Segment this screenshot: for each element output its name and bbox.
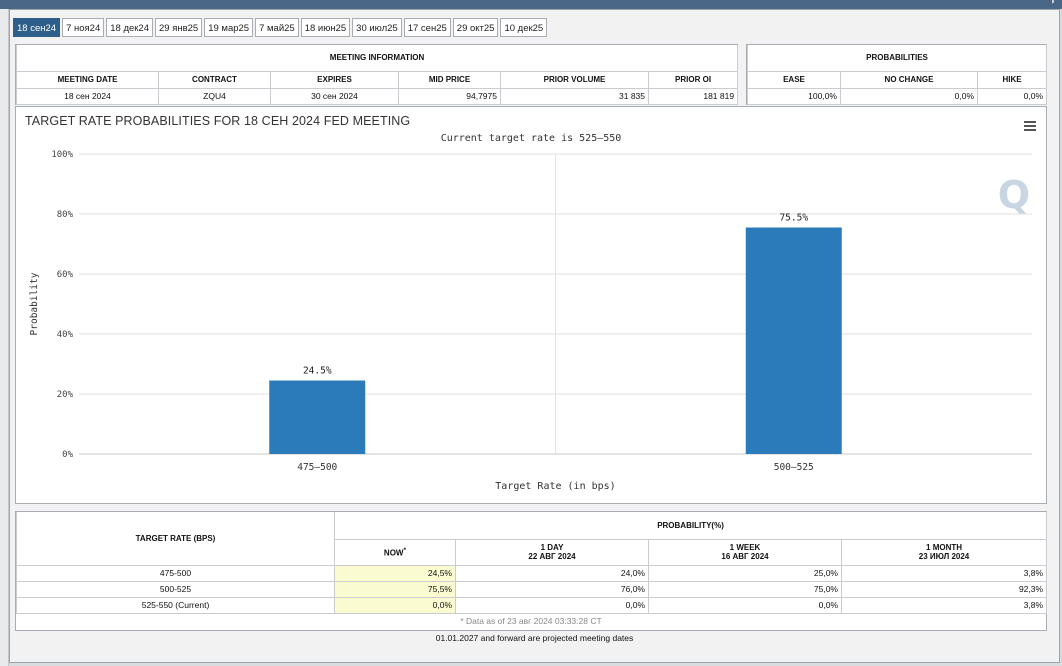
chart-subtitle: Current target rate is 525–550 bbox=[440, 133, 622, 144]
projected-dates-note: 01.01.2027 and forward are projected mee… bbox=[435, 633, 634, 643]
meeting-info-title: MEETING INFORMATION bbox=[15, 45, 739, 72]
week-cell: 75,0% bbox=[648, 580, 842, 598]
probability-header: PROBABILITY(%) bbox=[333, 512, 1048, 540]
prob-table-box: TARGET RATE (BPS) PROBABILITY(%) NOW* 1 … bbox=[15, 511, 1048, 631]
ease-value: 100,0% bbox=[747, 87, 841, 105]
probabilities-box: PROBABILITIES EASE NO CHANGE HIKE 100,0%… bbox=[746, 44, 1048, 105]
bar-data-label: 75.5% bbox=[779, 213, 808, 224]
y-tick-label: 40% bbox=[57, 330, 74, 340]
day-cell: 0,0% bbox=[455, 596, 649, 614]
bar bbox=[745, 227, 842, 454]
tab-meeting[interactable]: 10 дек25 bbox=[500, 18, 548, 37]
y-tick-label: 80% bbox=[57, 210, 74, 220]
day-cell: 76,0% bbox=[455, 580, 649, 598]
one-day-header: 1 DAY 22 АВГ 2024 bbox=[455, 538, 649, 566]
tab-meeting[interactable]: 18 июн25 bbox=[300, 18, 351, 37]
now-cell: 24,5% bbox=[334, 564, 456, 582]
col-header: CONTRACT bbox=[158, 70, 271, 89]
tab-meeting[interactable]: 7 ноя24 bbox=[62, 18, 105, 37]
one-week-header: 1 WEEK 16 АВГ 2024 bbox=[648, 538, 842, 566]
corner-icon: ◗ bbox=[1049, 0, 1056, 7]
left-strip bbox=[0, 9, 9, 666]
y-tick-label: 0% bbox=[62, 450, 73, 460]
prior-oi: 181 819 bbox=[647, 87, 739, 105]
x-tick-label: 475–500 bbox=[297, 462, 337, 473]
x-axis-title: Target Rate (in bps) bbox=[495, 481, 615, 492]
col-header: NO CHANGE bbox=[840, 70, 978, 89]
tab-meeting[interactable]: 17 сен25 bbox=[403, 18, 451, 37]
tab-meeting[interactable]: 18 дек24 bbox=[106, 18, 153, 37]
now-header: NOW* bbox=[334, 538, 456, 566]
meeting-date: 18 сен 2024 bbox=[16, 87, 159, 105]
week-cell: 25,0% bbox=[648, 564, 842, 582]
y-axis-title: Probability bbox=[29, 272, 40, 335]
probabilities-table: PROBABILITIES EASE NO CHANGE HIKE 100,0%… bbox=[746, 45, 1048, 105]
tab-meeting[interactable]: 18 сен24 bbox=[13, 18, 61, 37]
col-header: EASE bbox=[747, 70, 841, 89]
table-row: 525-550 (Current) 0,0% 0,0% 0,0% 3,8% bbox=[16, 596, 1048, 614]
data-as-of-note: * Data as of 23 авг 2024 03:33:28 CT bbox=[460, 616, 602, 626]
meeting-info-box: MEETING INFORMATION MEETING DATE CONTRAC… bbox=[15, 44, 739, 105]
tab-meeting[interactable]: 30 июл25 bbox=[352, 18, 402, 37]
contract: ZQU4 bbox=[158, 87, 271, 105]
hike-value: 0,0% bbox=[976, 87, 1048, 105]
y-tick-label: 60% bbox=[57, 270, 74, 280]
fedwatch-panel: 18 сен24 7 ноя24 18 дек24 29 янв25 19 ма… bbox=[9, 9, 1060, 663]
no-change-value: 0,0% bbox=[840, 87, 978, 105]
top-bar: ◗ bbox=[0, 0, 1062, 9]
col-header: EXPIRES bbox=[270, 70, 399, 89]
mid-price: 94,7975 bbox=[398, 87, 501, 105]
col-header: HIKE bbox=[976, 70, 1048, 89]
bar-chart: 0% 20% 40% 60% 80% 100% 24.5% 475–500 75.5% 500–5… bbox=[29, 150, 1032, 492]
target-rate-header: TARGET RATE (BPS) bbox=[16, 512, 335, 566]
rate-cell: 475-500 bbox=[16, 564, 335, 582]
col-header: PRIOR OI bbox=[647, 70, 739, 89]
day-cell: 24,0% bbox=[455, 564, 649, 582]
col-header: MEETING DATE bbox=[16, 70, 159, 89]
prob-table: TARGET RATE (BPS) PROBABILITY(%) NOW* 1 … bbox=[16, 512, 1048, 614]
hamburger-menu-icon[interactable] bbox=[1024, 121, 1036, 131]
y-tick-label: 100% bbox=[51, 150, 73, 160]
rate-cell: 500-525 bbox=[16, 580, 335, 598]
expires: 30 сен 2024 bbox=[270, 87, 399, 105]
month-cell: 92,3% bbox=[840, 580, 1048, 598]
tab-meeting[interactable]: 29 окт25 bbox=[452, 18, 499, 37]
probabilities-title: PROBABILITIES bbox=[746, 45, 1048, 72]
y-tick-label: 20% bbox=[57, 390, 74, 400]
table-row: 500-525 75,5% 76,0% 75,0% 92,3% bbox=[16, 580, 1048, 598]
tab-meeting[interactable]: 19 мар25 bbox=[204, 18, 254, 37]
logo-watermark-icon: Q bbox=[997, 173, 1030, 217]
now-cell: 75,5% bbox=[334, 580, 456, 598]
col-header: PRIOR VOLUME bbox=[500, 70, 649, 89]
chart-container: TARGET RATE PROBABILITIES FOR 18 СЕН 202… bbox=[15, 106, 1047, 504]
meeting-tabs: 18 сен24 7 ноя24 18 дек24 29 янв25 19 ма… bbox=[13, 18, 548, 38]
col-header: MID PRICE bbox=[398, 70, 501, 89]
month-cell: 3,8% bbox=[840, 596, 1048, 614]
prior-volume: 31 835 bbox=[500, 87, 649, 105]
meeting-info-table: MEETING INFORMATION MEETING DATE CONTRAC… bbox=[15, 45, 739, 105]
bar bbox=[269, 380, 366, 454]
table-row: 475-500 24,5% 24,0% 25,0% 3,8% bbox=[16, 564, 1048, 582]
bar-data-label: 24.5% bbox=[303, 366, 332, 377]
week-cell: 0,0% bbox=[648, 596, 842, 614]
now-cell: 0,0% bbox=[334, 596, 456, 614]
chart-title: TARGET RATE PROBABILITIES FOR 18 СЕН 202… bbox=[25, 114, 411, 128]
month-cell: 3,8% bbox=[840, 564, 1048, 582]
now-asterisk: * bbox=[403, 546, 407, 554]
rate-cell: 525-550 (Current) bbox=[16, 596, 335, 614]
tab-meeting[interactable]: 7 май25 bbox=[255, 18, 299, 37]
x-tick-label: 500–525 bbox=[774, 462, 814, 473]
tab-meeting[interactable]: 29 янв25 bbox=[155, 18, 203, 37]
one-month-header: 1 MONTH 23 ИЮЛ 2024 bbox=[840, 538, 1048, 566]
